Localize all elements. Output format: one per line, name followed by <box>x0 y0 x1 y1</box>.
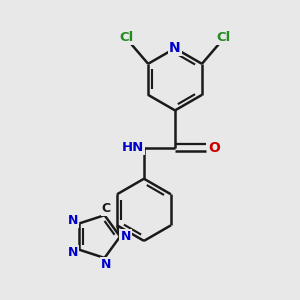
Text: N: N <box>68 246 78 260</box>
Text: N: N <box>101 258 111 271</box>
Text: N: N <box>169 41 181 55</box>
Text: HN: HN <box>122 141 144 154</box>
Text: N: N <box>68 214 78 227</box>
Text: N: N <box>121 230 131 243</box>
Text: O: O <box>208 141 220 155</box>
Text: C: C <box>101 202 111 215</box>
Text: Cl: Cl <box>119 31 134 44</box>
Text: Cl: Cl <box>217 31 231 44</box>
